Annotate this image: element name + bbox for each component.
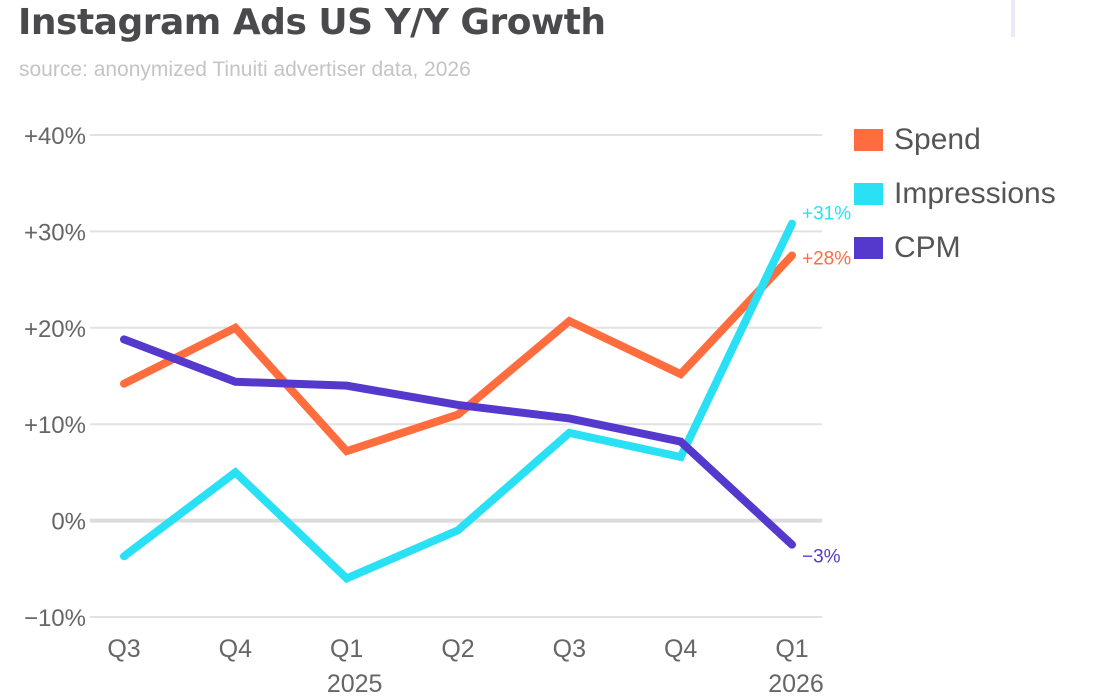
legend-label-spend: Spend bbox=[894, 123, 981, 156]
y-tick-label: +30% bbox=[24, 219, 86, 246]
chart-subtitle: source: anonymized Tinuiti advertiser da… bbox=[19, 58, 471, 81]
decorative-bar bbox=[1011, 0, 1015, 37]
legend-swatch-spend bbox=[854, 129, 883, 151]
x-axis-ticks: Q3 Q4 Q1 2025 Q2 Q3 Q4 Q1 2026 bbox=[107, 635, 823, 697]
legend-swatch-impressions bbox=[854, 183, 883, 205]
legend-label-cpm: CPM bbox=[894, 231, 961, 264]
y-tick-label: 0% bbox=[51, 509, 86, 536]
x-tick-label: Q3 bbox=[553, 635, 586, 663]
legend-item-cpm: CPM bbox=[854, 221, 1056, 275]
legend-item-impressions: Impressions bbox=[854, 167, 1056, 221]
legend-item-spend: Spend bbox=[854, 113, 1056, 167]
y-tick-label: +10% bbox=[24, 412, 86, 439]
end-label-cpm: −3% bbox=[802, 547, 841, 568]
y-tick-label: +40% bbox=[24, 123, 86, 150]
end-labels: +28% +31% −3% bbox=[802, 204, 851, 568]
x-tick-label: Q4 bbox=[664, 635, 697, 663]
x-tick-label: Q2 bbox=[441, 635, 474, 663]
y-tick-label: −10% bbox=[24, 605, 86, 632]
series-line-cpm bbox=[120, 335, 796, 549]
legend-swatch-cpm bbox=[854, 237, 883, 259]
series-line-spend bbox=[120, 251, 796, 456]
x-tick-label: Q3 bbox=[107, 635, 140, 663]
x-tick-label: Q1 bbox=[330, 635, 363, 663]
x-tick-label: Q4 bbox=[219, 635, 252, 663]
y-tick-label: +20% bbox=[24, 316, 86, 343]
x-tick-year-label: 2025 bbox=[327, 670, 383, 697]
gridlines bbox=[90, 134, 822, 618]
legend: Spend Impressions CPM bbox=[854, 113, 1056, 275]
series-line-impressions bbox=[120, 219, 796, 584]
x-tick-label: Q1 bbox=[775, 635, 808, 663]
legend-label-impressions: Impressions bbox=[894, 177, 1056, 210]
chart-title: Instagram Ads US Y/Y Growth bbox=[18, 2, 606, 43]
end-label-impressions: +31% bbox=[802, 204, 851, 225]
y-axis-ticks: −10% 0% +10% +20% +30% +40% bbox=[24, 123, 86, 632]
series-lines bbox=[120, 219, 796, 584]
x-tick-year-label: 2026 bbox=[768, 670, 824, 697]
end-label-spend: +28% bbox=[802, 249, 851, 270]
